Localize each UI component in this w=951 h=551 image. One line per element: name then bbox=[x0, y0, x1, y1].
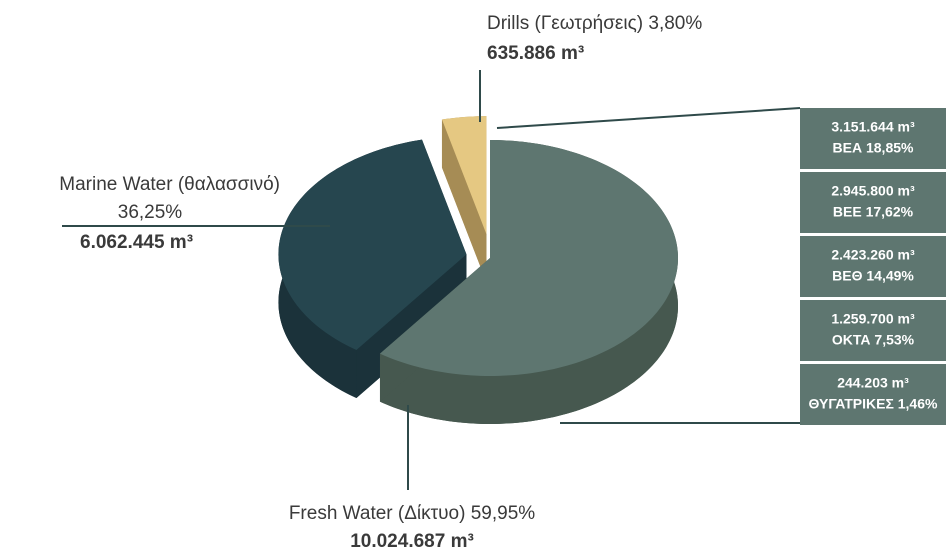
breakdown-box bbox=[800, 300, 946, 361]
breakdown-label: ΒΕΘ 14,49% bbox=[832, 268, 914, 284]
volume-label: 10.024.687 m³ bbox=[350, 531, 474, 551]
category: Drills (Γεωτρήσεις) bbox=[487, 13, 643, 34]
breakdown-box bbox=[800, 172, 946, 233]
breakdown-box bbox=[800, 236, 946, 297]
pie bbox=[278, 116, 678, 424]
breakdown-volume: 244.203 m³ bbox=[837, 375, 909, 391]
category: Marine Water (θαλασσινό) bbox=[59, 174, 280, 195]
volume-label: 6.062.445 m³ bbox=[80, 232, 193, 253]
slice-wall bbox=[441, 119, 487, 283]
breakdown-box bbox=[800, 108, 946, 169]
value-label: 3,80% bbox=[648, 13, 702, 34]
drills-label: Drills (Γεωτρήσεις) 3,80% bbox=[487, 13, 702, 34]
leader-line bbox=[496, 107, 801, 129]
breakdown-box bbox=[800, 364, 946, 425]
breakdown-label: ΘΥΓΑΤΡΙΚΕΣ 1,46% bbox=[809, 396, 938, 412]
breakdown-volume: 2.423.260 m³ bbox=[831, 247, 915, 263]
breakdown-label: ΒΕΑ 18,85% bbox=[833, 140, 914, 156]
breakdown-label: ΒΕΕ 17,62% bbox=[833, 204, 914, 220]
breakdown-volume: 3.151.644 m³ bbox=[831, 119, 915, 135]
breakdown: 3.151.644 m³ ΒΕΑ 18,85% 2.945.800 m³ ΒΕΕ 17… bbox=[800, 108, 946, 425]
value-label: 59,95% bbox=[471, 503, 536, 524]
fresh-label: Fresh Water (Δίκτυο) 59,95% bbox=[289, 503, 535, 524]
breakdown-volume: 1.259.700 m³ bbox=[831, 311, 915, 327]
slice bbox=[441, 116, 487, 235]
breakdown-volume: 2.945.800 m³ bbox=[831, 183, 915, 199]
breakdown-label: ΟΚΤΑ 7,53% bbox=[832, 332, 915, 348]
category: Fresh Water (Δίκτυο) bbox=[289, 503, 466, 524]
value-label: 36,25% bbox=[118, 202, 183, 223]
slice bbox=[278, 139, 467, 350]
slice bbox=[379, 140, 678, 376]
volume-label: 635.886 m³ bbox=[487, 43, 584, 64]
